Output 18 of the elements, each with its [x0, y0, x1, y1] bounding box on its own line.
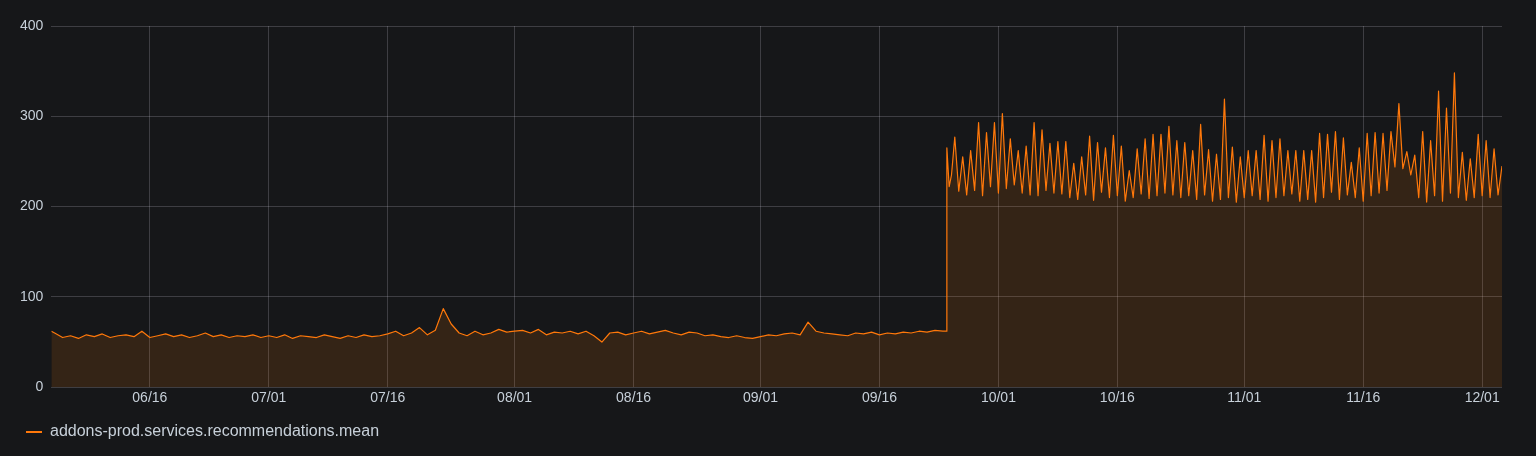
x-tick-label: 10/16	[1099, 389, 1136, 406]
x-tick-label: 10/01	[980, 389, 1017, 406]
y-tick-label: 300	[20, 107, 44, 124]
y-tick-label: 0	[35, 378, 44, 395]
x-tick-label: 09/16	[861, 389, 898, 406]
x-tick-label: 09/01	[742, 389, 779, 406]
y-tick-label: 100	[20, 287, 44, 304]
x-tick-label: 11/16	[1346, 389, 1381, 406]
x-tick-label: 12/01	[1464, 389, 1500, 406]
legend-label: addons-prod.services.recommendations.mean	[50, 422, 380, 440]
x-tick-label: 07/16	[370, 389, 406, 406]
x-tick-label: 11/01	[1227, 389, 1262, 406]
y-tick-label: 400	[20, 16, 44, 33]
x-tick-label: 08/16	[616, 389, 652, 406]
y-tick-label: 200	[20, 197, 44, 214]
x-tick-label: 08/01	[497, 389, 533, 406]
x-tick-label: 06/16	[132, 389, 168, 406]
x-tick-label: 07/01	[251, 389, 287, 406]
